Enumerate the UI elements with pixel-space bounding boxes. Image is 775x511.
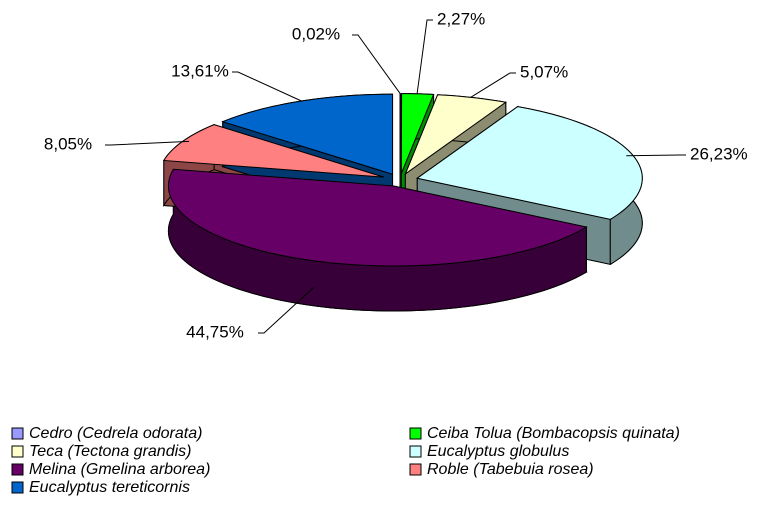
data-label: 2,27% [437, 9, 485, 28]
data-label: 5,07% [520, 62, 568, 81]
legend-label: Melina (Gmelina arborea) [29, 461, 210, 478]
data-label: 0,02% [292, 24, 340, 43]
leader-line [232, 71, 303, 102]
legend-swatch [409, 427, 422, 440]
pie-slice [404, 94, 508, 176]
leader-line [105, 140, 190, 146]
legend-swatch [11, 463, 24, 476]
leader-line [352, 34, 401, 94]
data-label: 13,61% [171, 61, 229, 80]
legend-swatch [11, 481, 24, 494]
pie-slice [400, 93, 435, 174]
legend-swatch [409, 463, 422, 476]
leader-line [470, 72, 516, 98]
legend-swatch [11, 445, 24, 458]
legend-label: Cedro (Cedrela odorata) [29, 425, 202, 442]
data-label: 26,23% [690, 144, 748, 163]
leader-line [258, 287, 315, 334]
data-label: 8,05% [44, 134, 92, 153]
leader-line [416, 19, 433, 94]
pie-slice [221, 93, 394, 175]
legend-label: Ceiba Tolua (Bombacopsis quinata) [427, 425, 680, 442]
legend-label: Eucalyptus globulus [427, 443, 569, 460]
legend-swatch [409, 445, 422, 458]
pie-slice [167, 168, 588, 267]
legend-label: Roble (Tabebuia rosea) [427, 461, 594, 478]
leader-line [626, 154, 686, 157]
data-label: 44,75% [186, 322, 244, 341]
legend-label: Eucalyptus tereticornis [29, 479, 190, 496]
legend-swatch [11, 427, 24, 440]
pie-tops [162, 93, 643, 267]
legend-label: Teca (Tectona grandis) [29, 443, 191, 460]
